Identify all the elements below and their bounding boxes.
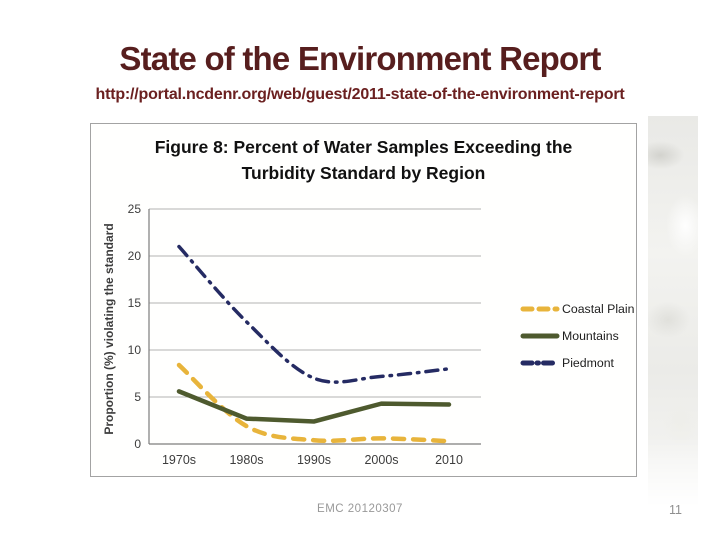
y-tick-label-25: 25 (128, 202, 142, 216)
page-title: State of the Environment Report (119, 40, 601, 77)
x-tick-label-1970s: 1970s (162, 453, 196, 467)
legend-label-piedmont: Piedmont (562, 356, 615, 370)
x-tick-label-2010: 2010 (435, 453, 463, 467)
series-line-mountains (176, 389, 452, 424)
y-tick-label-15: 15 (128, 296, 142, 310)
y-axis-label: Proportion (%) violating the standard (102, 223, 116, 434)
page-number: 11 (669, 503, 682, 517)
legend-label-coastal-plain: Coastal Plain (562, 302, 635, 316)
x-tick-label-2000s: 2000s (364, 453, 398, 467)
legend-label-mountains: Mountains (562, 329, 619, 343)
chart-title: Figure 8: Percent of Water Samples Excee… (91, 134, 636, 186)
y-tick-label-10: 10 (128, 343, 142, 357)
series-line-piedmont (177, 244, 451, 384)
y-tick-label-20: 20 (128, 249, 142, 263)
x-tick-label-1980s: 1980s (229, 453, 263, 467)
y-tick-label-5: 5 (134, 390, 141, 404)
x-tick-label-1990s: 1990s (297, 453, 331, 467)
chart-title-line-1: Figure 8: Percent of Water Samples Excee… (154, 137, 573, 157)
line-chart-plot: 0 5 10 15 20 25 1970s 1980s 1990s 2000s 2010 Propor… (102, 202, 635, 467)
figure-8-chart: Figure 8: Percent of Water Samples Excee… (90, 123, 637, 477)
y-tick-label-0: 0 (134, 437, 141, 451)
footer-text: EMC 20120307 (317, 503, 403, 515)
report-url-text: http://portal.ncdenr.org/web/guest/2011-… (95, 86, 625, 103)
right-decorative-texture (648, 116, 698, 508)
chart-title-line-2: Turbidity Standard by Region (241, 163, 486, 183)
